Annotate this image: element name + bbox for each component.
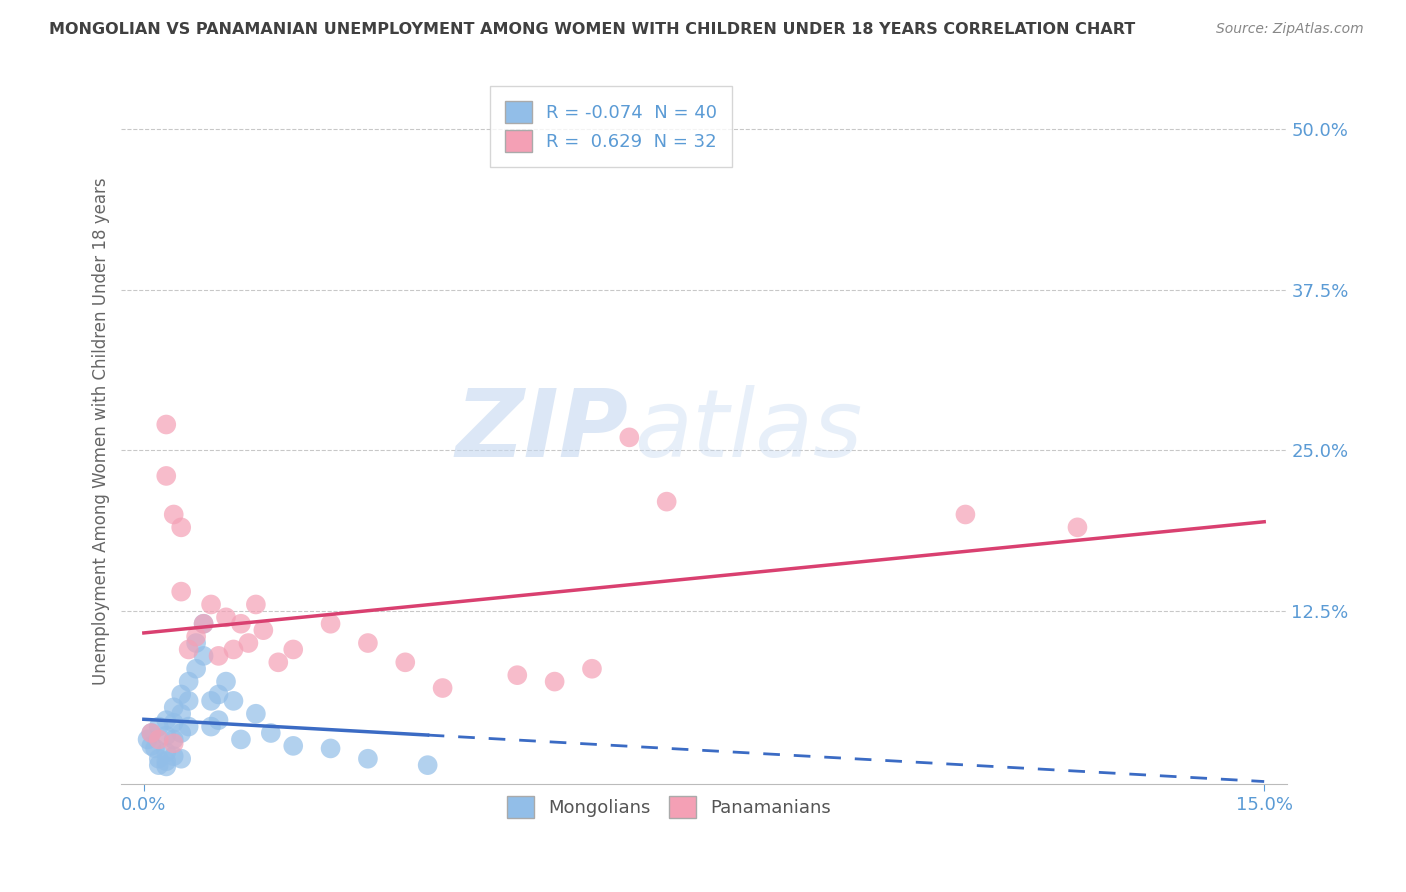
Point (170, 584, 193, 599)
Point (394, 656, 416, 670)
Point (506, 668, 529, 682)
Point (141, 739, 163, 753)
Point (170, 752, 193, 766)
Point (245, 706, 267, 721)
Point (141, 726, 163, 740)
Point (222, 694, 245, 708)
Point (357, 752, 380, 766)
Point (229, 732, 252, 747)
Point (357, 636, 380, 650)
Point (184, 662, 207, 676)
Point (177, 694, 200, 708)
Point (141, 726, 163, 740)
Point (200, 694, 222, 708)
Point (177, 642, 200, 657)
Point (148, 732, 170, 747)
Point (416, 758, 439, 772)
Point (184, 636, 207, 650)
Point (319, 616, 342, 631)
Point (193, 648, 215, 663)
Point (163, 715, 186, 730)
Text: Source: ZipAtlas.com: Source: ZipAtlas.com (1216, 22, 1364, 37)
Point (222, 642, 245, 657)
Point (148, 720, 170, 734)
Point (155, 745, 177, 759)
Text: MONGOLIAN VS PANAMANIAN UNEMPLOYMENT AMONG WOMEN WITH CHILDREN UNDER 18 YEARS CO: MONGOLIAN VS PANAMANIAN UNEMPLOYMENT AMO… (49, 22, 1136, 37)
Point (136, 732, 159, 747)
Y-axis label: Unemployment Among Women with Children Under 18 years: Unemployment Among Women with Children U… (93, 178, 110, 685)
Point (163, 732, 186, 747)
Point (207, 713, 229, 727)
Point (215, 610, 238, 624)
Point (319, 741, 342, 756)
Point (170, 726, 193, 740)
Point (155, 754, 177, 768)
Point (163, 736, 186, 750)
Point (163, 700, 186, 714)
Point (432, 681, 454, 695)
Point (207, 688, 229, 702)
Point (581, 662, 603, 676)
Point (543, 674, 565, 689)
Point (163, 749, 186, 764)
Point (177, 720, 200, 734)
Point (170, 706, 193, 721)
Point (283, 739, 305, 753)
Point (155, 417, 177, 432)
Point (163, 508, 186, 522)
Point (229, 616, 252, 631)
Point (155, 469, 177, 483)
Point (207, 648, 229, 663)
Point (252, 623, 274, 637)
Legend: Mongolians, Panamanians: Mongolians, Panamanians (499, 789, 838, 825)
Point (155, 759, 177, 773)
Point (1066, 520, 1088, 534)
Point (184, 630, 207, 644)
Text: atlas: atlas (634, 385, 862, 476)
Point (215, 674, 238, 689)
Point (143, 741, 166, 756)
Point (655, 494, 678, 508)
Point (260, 726, 283, 740)
Point (238, 636, 260, 650)
Point (955, 508, 977, 522)
Text: ZIP: ZIP (456, 385, 628, 477)
Point (170, 688, 193, 702)
Point (148, 752, 170, 766)
Point (155, 713, 177, 727)
Point (177, 674, 200, 689)
Point (193, 616, 215, 631)
Point (148, 758, 170, 772)
Point (170, 520, 193, 534)
Point (619, 430, 641, 444)
Point (283, 642, 305, 657)
Point (267, 656, 290, 670)
Point (193, 616, 215, 631)
Point (245, 598, 267, 612)
Point (200, 598, 222, 612)
Point (155, 729, 177, 743)
Point (200, 720, 222, 734)
